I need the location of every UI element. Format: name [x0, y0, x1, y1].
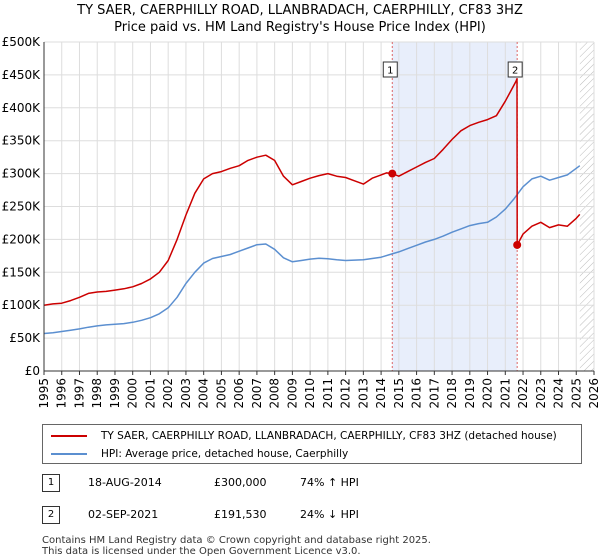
x-tick-label: 2011 — [321, 378, 335, 409]
y-tick-label: £200K — [2, 232, 42, 246]
sale-price-2: £191,530 — [214, 508, 267, 521]
legend-item-hpi: HPI: Average price, detached house, Caer… — [51, 446, 348, 462]
legend-item-property: TY SAER, CAERPHILLY ROAD, LLANBRADACH, C… — [51, 428, 557, 444]
sale-marker-1: 1 — [42, 474, 60, 492]
footer-licence: This data is licensed under the Open Gov… — [42, 546, 361, 557]
sale-point-1 — [388, 169, 397, 178]
y-tick-label: £150K — [2, 265, 42, 279]
chart-title: TY SAER, CAERPHILLY ROAD, LLANBRADACH, C… — [77, 3, 523, 18]
chart-subtitle: Price paid vs. HM Land Registry's House … — [114, 20, 486, 35]
legend-swatch-property — [51, 435, 87, 437]
x-tick-label: 2005 — [214, 378, 228, 409]
x-tick-label: 2020 — [481, 378, 495, 409]
x-tick-label: 2017 — [427, 378, 441, 409]
sale-marker-box-1 — [382, 61, 398, 78]
x-tick-label: 2009 — [285, 378, 299, 409]
x-tick-label: 2004 — [197, 378, 211, 409]
x-tick-label: 2007 — [250, 378, 264, 409]
x-tick-label: 2010 — [303, 378, 317, 409]
x-tick-label: 2016 — [410, 378, 424, 409]
y-tick-label: £100K — [2, 298, 42, 312]
x-tick-label: 2002 — [161, 378, 175, 409]
x-tick-label: 2024 — [552, 378, 566, 409]
x-tick-label: 2018 — [445, 378, 459, 409]
x-tick-label: 1997 — [72, 378, 86, 409]
hpi-line — [43, 165, 581, 335]
sale-point-2 — [513, 240, 522, 249]
x-tick-label: 2021 — [498, 378, 512, 409]
y-tick-label: £300K — [2, 167, 42, 181]
sale-date-1: 18-AUG-2014 — [88, 476, 162, 489]
x-tick-label: 2001 — [143, 378, 157, 409]
x-tick-label: 1996 — [55, 378, 69, 409]
sale-price-1: £300,000 — [214, 476, 267, 489]
x-tick-label: 2026 — [587, 378, 600, 409]
sale-hpi-1: 74% ↑ HPI — [300, 476, 359, 489]
legend-label-hpi: HPI: Average price, detached house, Caer… — [101, 448, 349, 460]
sale-marker-number-1: 1 — [387, 66, 393, 77]
sale-marker-2: 2 — [42, 506, 60, 524]
y-tick-label: £0 — [25, 364, 40, 378]
x-tick-label: 2003 — [179, 378, 193, 409]
sale-hpi-2: 24% ↓ HPI — [300, 508, 359, 521]
sale-date-2: 02-SEP-2021 — [88, 508, 159, 521]
property-price-line — [43, 78, 581, 306]
y-tick-label: £450K — [2, 68, 42, 82]
x-tick-label: 2000 — [126, 378, 140, 409]
y-tick-label: £350K — [2, 134, 42, 148]
y-tick-label: £400K — [2, 101, 42, 115]
legend-swatch-hpi — [51, 453, 87, 455]
sale-marker-box-2 — [507, 61, 523, 78]
x-tick-label: 2008 — [268, 378, 282, 409]
x-tick-label: 2023 — [534, 378, 548, 409]
x-tick-label: 1995 — [37, 378, 51, 409]
y-tick-label: £250K — [2, 200, 42, 214]
x-tick-label: 2012 — [339, 378, 353, 409]
x-tick-label: 2025 — [569, 378, 583, 409]
x-tick-label: 2014 — [374, 378, 388, 409]
y-tick-label: £50K — [9, 331, 41, 345]
x-tick-label: 1998 — [90, 378, 104, 409]
x-tick-label: 1999 — [108, 378, 122, 409]
legend: TY SAER, CAERPHILLY ROAD, LLANBRADACH, C… — [42, 424, 582, 464]
x-tick-label: 2019 — [463, 378, 477, 409]
sale-marker-number-2: 2 — [512, 66, 518, 77]
footer-copyright: Contains HM Land Registry data © Crown c… — [42, 535, 431, 546]
x-tick-label: 2013 — [356, 378, 370, 409]
x-tick-label: 2015 — [392, 378, 406, 409]
y-tick-label: £500K — [2, 35, 42, 49]
legend-label-property: TY SAER, CAERPHILLY ROAD, LLANBRADACH, C… — [101, 430, 557, 442]
x-tick-label: 2006 — [232, 378, 246, 409]
price-chart: 1 2 £0 £50K £100K £150K £200K £250K £300K £350K £… — [2, 35, 600, 409]
x-tick-label: 2022 — [516, 378, 530, 409]
